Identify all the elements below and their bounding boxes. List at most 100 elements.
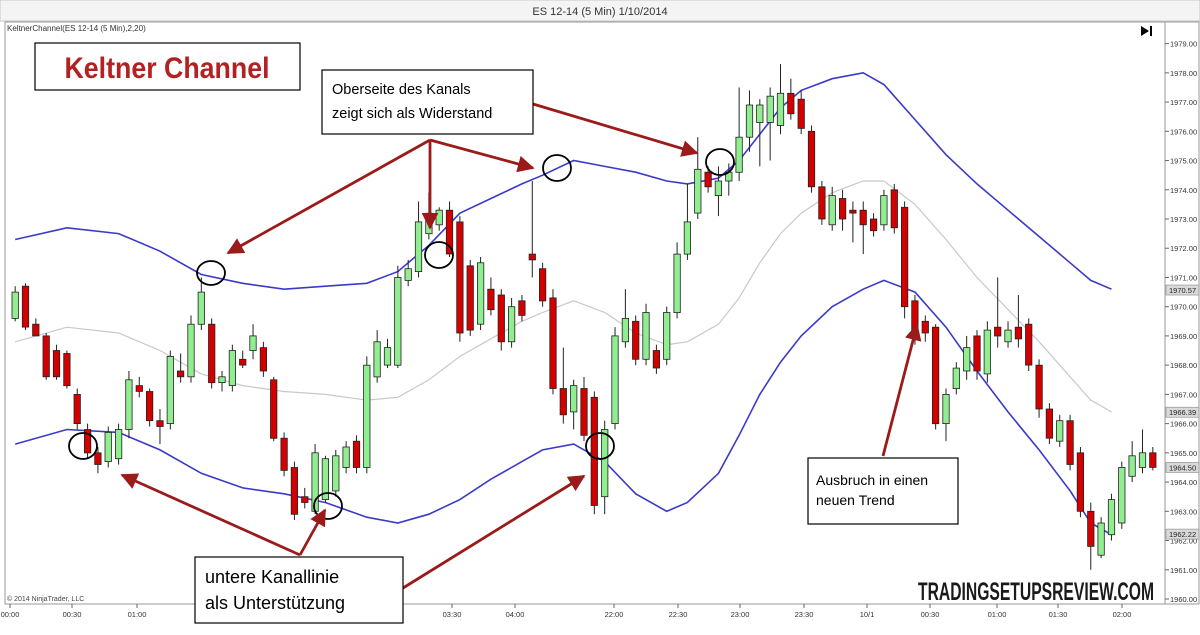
candle-body [612,336,618,424]
candle-body [901,207,907,306]
candle-78 [808,125,814,192]
y-tick-label: 1961.00 [1170,566,1197,575]
candle-body [560,389,566,415]
candle-32 [333,450,339,497]
candle-body [798,99,804,128]
candle-57 [591,391,597,514]
candle-body [891,190,897,228]
candle-body [508,307,514,342]
price-marker: 1966.39 [1166,407,1199,417]
indicator-label: KeltnerChannel(ES 12-14 (5 Min),2,20) [7,24,146,33]
x-tick-label: 01:30 [1049,610,1068,619]
candle-body [757,105,763,123]
candle-99 [1026,318,1032,371]
candle-101 [1046,403,1052,444]
y-tick-label: 1960.00 [1170,595,1197,604]
candle-body [343,447,349,468]
plot-area [5,22,1165,604]
price-marker: 1962.22 [1166,529,1199,539]
candle-body [1057,421,1063,442]
candle-body [1015,327,1021,339]
x-tick-label: 22:30 [669,610,688,619]
x-tick-label: 01:00 [988,610,1007,619]
candle-body [291,468,297,515]
candle-11 [115,424,121,465]
candle-body [395,278,401,366]
support-box: untere Kanallinie als Unterstützung [195,557,403,623]
x-tick-label: 00:30 [921,610,940,619]
candle-27 [281,432,287,476]
candle-body [1036,365,1042,409]
candle-body [643,313,649,360]
y-tick-label: 1976.00 [1170,127,1197,136]
candle-44 [457,216,463,342]
candle-103 [1067,415,1073,471]
candle-body [539,269,545,301]
candle-body [881,196,887,225]
price-marker: 1964.50 [1166,462,1199,472]
candle-body [1088,511,1094,546]
resistance-text-2: zeigt sich als Widerstand [332,106,492,122]
y-tick-label: 1970.00 [1170,303,1197,312]
candle-body [984,330,990,374]
candle-10 [105,427,111,468]
candle-body [405,269,411,281]
candle-body [167,356,173,423]
candle-52 [539,263,545,307]
candle-body [1005,330,1011,342]
candle-body [64,354,70,386]
y-tick-label: 1972.00 [1170,244,1197,253]
candle-body [136,386,142,392]
candle-body [281,438,287,470]
candle-body [177,371,183,377]
candle-18 [188,315,194,382]
candle-body [115,430,121,459]
candle-body [384,348,390,366]
candle-body [788,93,794,114]
candle-body [198,292,204,324]
x-tick-label: 00:30 [63,610,82,619]
x-tick-label: 22:00 [605,610,624,619]
candle-body [1108,500,1114,535]
candle-body [240,359,246,365]
candle-body [664,313,670,360]
candle-body [1077,453,1083,512]
candle-body [519,301,525,316]
candle-body [1046,409,1052,438]
x-tick-label: 02:00 [1113,610,1132,619]
candle-body [953,368,959,389]
breakout-text-2: neuen Trend [816,492,895,508]
candle-body [850,210,856,213]
x-tick-label: 00:00 [1,610,20,619]
candle-28 [291,462,297,520]
candle-body [808,131,814,187]
candle-body [550,298,556,389]
candle-body [53,351,59,377]
candle-100 [1036,359,1042,417]
price-marker-label: 1964.50 [1169,463,1196,472]
candle-body [571,386,577,412]
candle-108 [1119,462,1125,529]
candle-95 [984,321,990,382]
candle-body [467,266,473,330]
copyright-label: © 2014 NinjaTrader, LLC [7,595,84,603]
candle-body [1139,453,1145,468]
candle-body [943,394,949,423]
candle-body [736,137,742,172]
x-tick-label: 04:00 [506,610,525,619]
candle-7 [74,389,80,430]
candle-2 [22,283,28,330]
candle-79 [819,181,825,225]
candle-body [250,336,256,351]
candle-16 [167,351,173,430]
candle-body [819,187,825,219]
price-marker-label: 1970.57 [1169,286,1196,295]
y-tick-label: 1975.00 [1170,157,1197,166]
candle-45 [467,260,473,336]
candle-body [498,295,504,342]
candle-90 [932,324,938,429]
candle-22 [229,345,235,392]
candle-body [105,432,111,461]
y-axis-area [1165,22,1199,604]
